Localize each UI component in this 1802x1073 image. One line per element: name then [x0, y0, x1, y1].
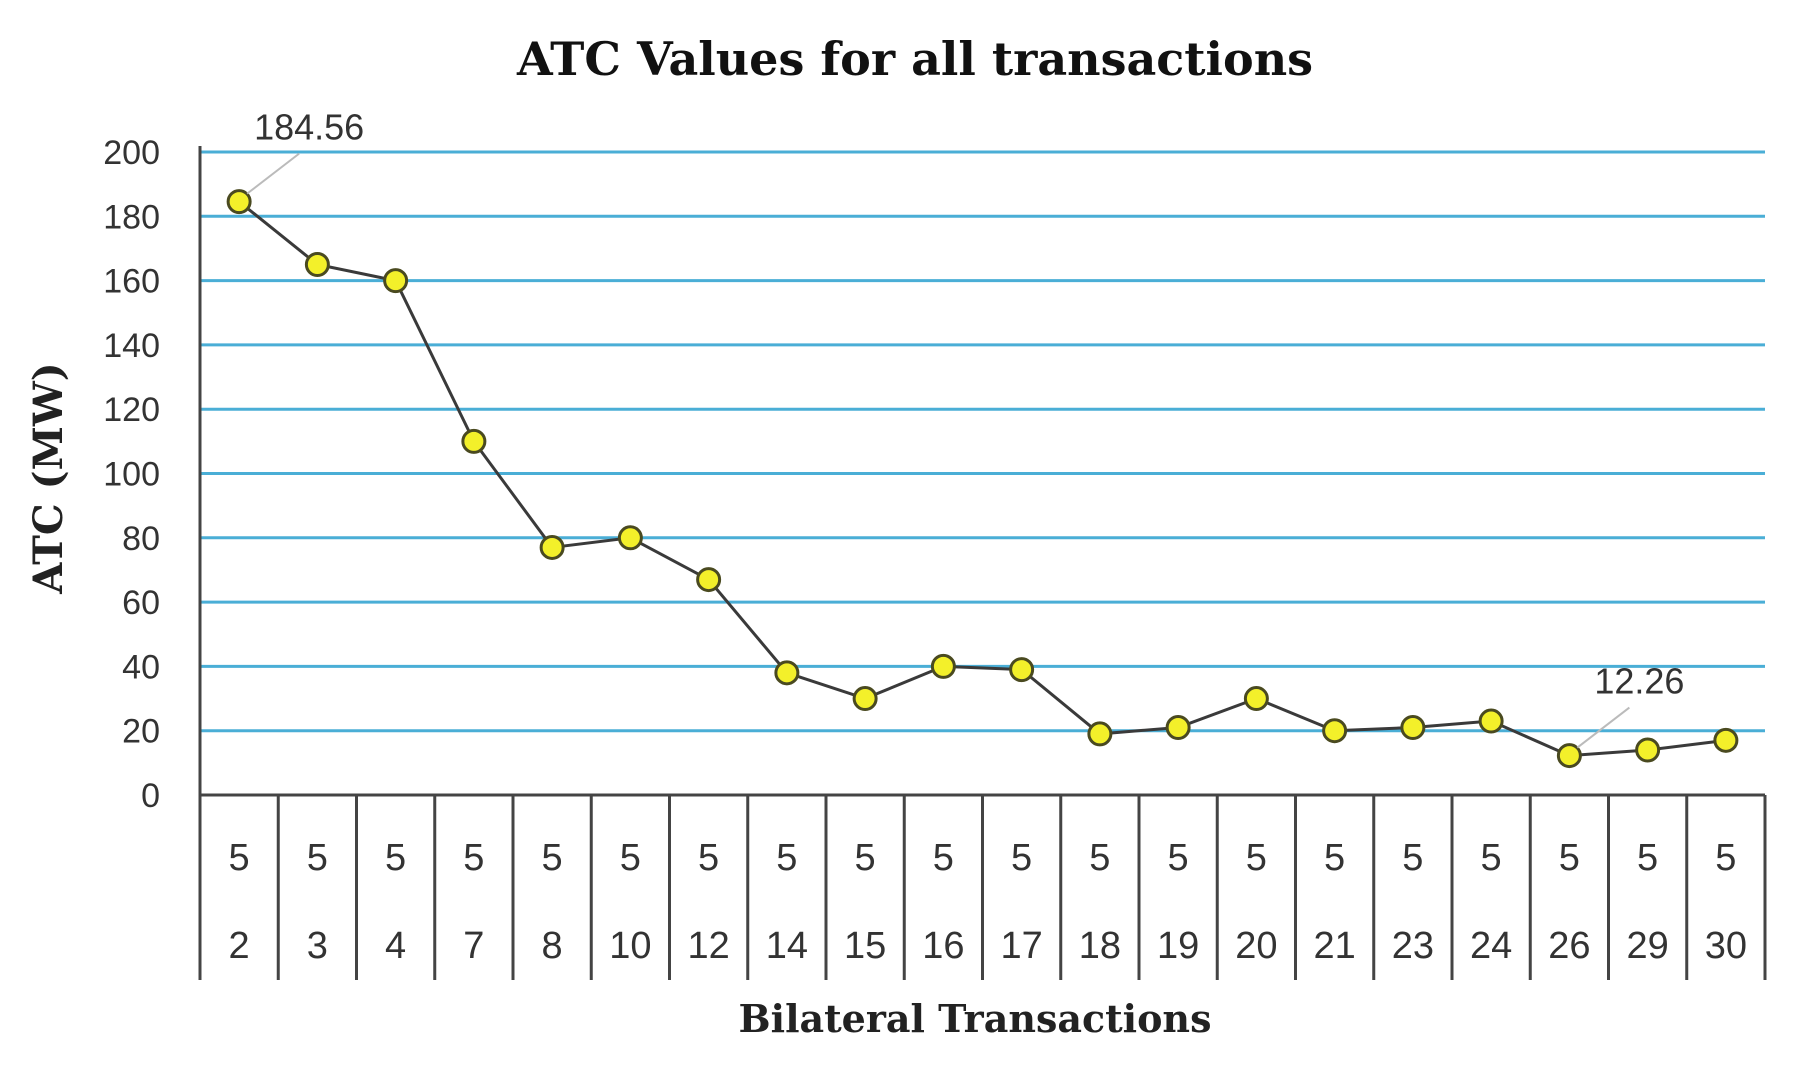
- x-tick-to-2: 4: [385, 925, 406, 967]
- data-point-4: [539, 534, 565, 560]
- x-tick-to-6: 12: [687, 925, 729, 967]
- data-points: [226, 189, 1739, 769]
- annotation-leader-17: [1576, 706, 1630, 749]
- x-tick-from-9: 5: [933, 837, 954, 879]
- series-line: [238, 200, 1727, 758]
- data-point-14: [1322, 718, 1348, 744]
- x-tick-to-10: 17: [1000, 925, 1042, 967]
- x-tick-from-1: 5: [307, 837, 328, 879]
- data-annotations: 184.56 12.26: [246, 107, 1684, 749]
- x-tick-to-7: 14: [766, 925, 808, 967]
- x-tick-to-3: 7: [463, 925, 484, 967]
- data-point-5: [617, 525, 643, 551]
- x-tick-from-11: 5: [1089, 837, 1110, 879]
- y-tick-160: 160: [103, 263, 160, 301]
- y-tick-100: 100: [103, 456, 160, 494]
- x-tick-to-17: 26: [1548, 925, 1590, 967]
- x-tick-to-18: 29: [1626, 925, 1668, 967]
- x-tick-to-0: 2: [229, 925, 250, 967]
- x-tick-from-0: 5: [229, 837, 250, 879]
- y-tick-180: 180: [103, 198, 160, 236]
- annotation-leader-0: [246, 152, 300, 195]
- data-point-11: [1087, 721, 1113, 747]
- x-tick-from-5: 5: [620, 837, 641, 879]
- data-point-15: [1400, 714, 1426, 740]
- data-label-0: 184.56: [254, 107, 364, 148]
- x-tick-from-8: 5: [855, 837, 876, 879]
- x-tick-to-16: 24: [1470, 925, 1512, 967]
- x-tick-from-16: 5: [1481, 837, 1502, 879]
- data-point-9: [930, 653, 956, 679]
- x-tick-from-2: 5: [385, 837, 406, 879]
- y-tick-200: 200: [103, 134, 160, 172]
- data-point-18: [1635, 737, 1661, 763]
- axes: [198, 146, 1767, 980]
- x-tick-from-17: 5: [1559, 837, 1580, 879]
- data-point-0: [226, 189, 252, 215]
- x-axis-label: Bilateral Transactions: [739, 996, 1212, 1041]
- x-tick-from-18: 5: [1637, 837, 1658, 879]
- x-tick-to-14: 21: [1313, 925, 1355, 967]
- x-tick-from-7: 5: [776, 837, 797, 879]
- x-tick-from-15: 5: [1402, 837, 1423, 879]
- x-tick-from-19: 5: [1715, 837, 1736, 879]
- data-point-3: [461, 428, 487, 454]
- y-tick-40: 40: [122, 648, 160, 686]
- data-point-10: [1009, 657, 1035, 683]
- x-tick-to-4: 8: [542, 925, 563, 967]
- y-tick-80: 80: [122, 520, 160, 558]
- data-point-17: [1556, 743, 1582, 769]
- y-tick-140: 140: [103, 327, 160, 365]
- x-tick-to-8: 15: [844, 925, 886, 967]
- data-label-17: 12.26: [1594, 661, 1684, 702]
- x-tick-from-12: 5: [1168, 837, 1189, 879]
- x-tick-to-5: 10: [609, 925, 651, 967]
- y-tick-0: 0: [141, 777, 160, 815]
- data-point-19: [1713, 727, 1739, 753]
- x-tick-to-12: 19: [1157, 925, 1199, 967]
- x-tick-to-15: 23: [1392, 925, 1434, 967]
- x-tick-labels: 5 2 5 3 5 4 5 7 5 8 5 10 5 12 5 14 5 15 5 16 5 17 5 18 5 19 5 20 5 21…: [229, 837, 1747, 967]
- y-axis-label: ATC (MW): [25, 362, 72, 594]
- data-point-16: [1478, 708, 1504, 734]
- data-point-1: [304, 252, 330, 278]
- x-tick-to-9: 16: [922, 925, 964, 967]
- data-point-8: [852, 686, 878, 712]
- series-line-0: [238, 200, 1727, 758]
- x-tick-from-14: 5: [1324, 837, 1345, 879]
- data-point-2: [383, 268, 409, 294]
- y-tick-20: 20: [122, 713, 160, 751]
- x-tick-from-3: 5: [463, 837, 484, 879]
- data-point-13: [1243, 686, 1269, 712]
- x-tick-from-4: 5: [542, 837, 563, 879]
- x-tick-to-13: 20: [1235, 925, 1277, 967]
- x-tick-from-10: 5: [1011, 837, 1032, 879]
- y-tick-60: 60: [122, 584, 160, 622]
- y-tick-labels: 0 20 40 60 80 100 120 140 160 180 200: [103, 134, 160, 815]
- x-tick-to-19: 30: [1705, 925, 1747, 967]
- x-tick-to-11: 18: [1079, 925, 1121, 967]
- data-point-12: [1165, 714, 1191, 740]
- data-point-6: [696, 567, 722, 593]
- data-point-7: [774, 660, 800, 686]
- x-tick-from-6: 5: [698, 837, 719, 879]
- chart-title: ATC Values for all transactions: [516, 32, 1313, 86]
- x-tick-to-1: 3: [307, 925, 328, 967]
- y-tick-120: 120: [103, 391, 160, 429]
- grid-lines: [200, 150, 1765, 733]
- x-tick-from-13: 5: [1246, 837, 1267, 879]
